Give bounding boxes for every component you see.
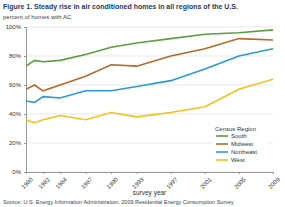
x-tick-mark xyxy=(111,172,112,174)
x-tick-label: 1990 xyxy=(105,176,119,190)
subtitle: percent of homes with AC xyxy=(3,14,72,20)
x-tick-label: 1984 xyxy=(54,176,68,190)
legend-background xyxy=(213,124,269,168)
x-tick: 2009 xyxy=(267,172,281,190)
y-tick-label: 80% xyxy=(9,53,22,59)
y-axis: 0% 20% 40% 60% 80% 100% xyxy=(6,24,27,175)
legend: Census RegionSouth Midwest Northeast West xyxy=(213,124,269,168)
x-tick-label: 2009 xyxy=(267,176,281,190)
y-tick: 60% xyxy=(9,82,26,88)
y-tick-label: 40% xyxy=(9,111,22,117)
x-tick-label: 1997 xyxy=(165,176,179,190)
y-tick-mark xyxy=(24,143,26,144)
legend-title: Census Region xyxy=(215,126,256,132)
x-axis-title: survey year xyxy=(133,189,167,197)
x-tick-label: 2001 xyxy=(199,176,213,190)
x-tick-mark xyxy=(43,172,44,174)
x-axis: 198019821984 1987 1990 1993 1997 2001 2005 2009 xyxy=(20,172,281,190)
legend-swatch xyxy=(216,135,228,137)
x-tick: 2001 xyxy=(199,172,213,190)
series-line xyxy=(26,30,273,66)
source-note: Source: U.S. Energy Information Administ… xyxy=(3,199,234,205)
x-tick-mark xyxy=(26,172,27,174)
legend-swatch xyxy=(216,159,228,161)
x-tick-mark xyxy=(137,172,138,174)
x-tick-label: 1982 xyxy=(37,176,51,190)
x-tick-mark xyxy=(171,172,172,174)
chart: Figure 1. Steady rise in air conditioned… xyxy=(0,0,285,207)
legend-label: West xyxy=(231,157,245,163)
y-tick-label: 20% xyxy=(9,140,22,146)
grid-line xyxy=(26,27,273,28)
x-tick-label: 2005 xyxy=(233,176,247,190)
y-tick: 40% xyxy=(9,111,26,117)
title: Figure 1. Steady rise in air conditioned… xyxy=(3,3,238,11)
series-line xyxy=(26,39,273,91)
x-tick: 1990 xyxy=(105,172,119,190)
y-tick: 100% xyxy=(6,24,26,30)
x-tick: 1993 xyxy=(131,172,145,190)
x-tick-mark xyxy=(60,172,61,174)
y-tick-label: 0% xyxy=(12,169,21,175)
x-tick: 2005 xyxy=(233,172,247,190)
y-tick-mark xyxy=(24,27,26,28)
series-line xyxy=(26,49,273,103)
x-tick-mark xyxy=(205,172,206,174)
x-tick: 1980 xyxy=(20,172,34,190)
y-tick: 20% xyxy=(9,140,26,146)
legend-swatch xyxy=(216,143,228,145)
legend-label: Midwest xyxy=(231,141,253,147)
y-tick-label: 60% xyxy=(9,82,22,88)
x-tick-label: 1993 xyxy=(131,176,145,190)
plot: 0%20%40%60%80%100%1980198219841987199019… xyxy=(6,24,282,190)
lines xyxy=(26,30,273,123)
legend-label: Northeast xyxy=(231,149,257,155)
y-axis-line xyxy=(24,28,27,173)
x-tick: 1997 xyxy=(165,172,179,190)
x-tick-label: 1980 xyxy=(20,176,34,190)
grid xyxy=(26,27,273,172)
y-tick-mark xyxy=(24,85,26,86)
x-tick: 1982 xyxy=(37,172,51,190)
series-line xyxy=(26,79,273,123)
y-tick-mark xyxy=(24,172,26,173)
y-tick-mark xyxy=(24,56,26,57)
y-tick-mark xyxy=(24,114,26,115)
x-tick: 1987 xyxy=(80,172,94,190)
y-tick: 0% xyxy=(12,169,26,175)
y-tick-label: 100% xyxy=(6,24,22,30)
legend-swatch xyxy=(216,151,228,153)
grid-line xyxy=(26,114,273,115)
x-tick-label: 1987 xyxy=(80,176,94,190)
x-tick-mark xyxy=(239,172,240,174)
x-tick: 1984 xyxy=(54,172,68,190)
x-axis-line xyxy=(27,173,274,175)
x-tick-mark xyxy=(86,172,87,174)
y-tick: 80% xyxy=(9,53,26,59)
legend-label: South xyxy=(231,133,247,139)
x-tick-mark xyxy=(273,172,274,174)
